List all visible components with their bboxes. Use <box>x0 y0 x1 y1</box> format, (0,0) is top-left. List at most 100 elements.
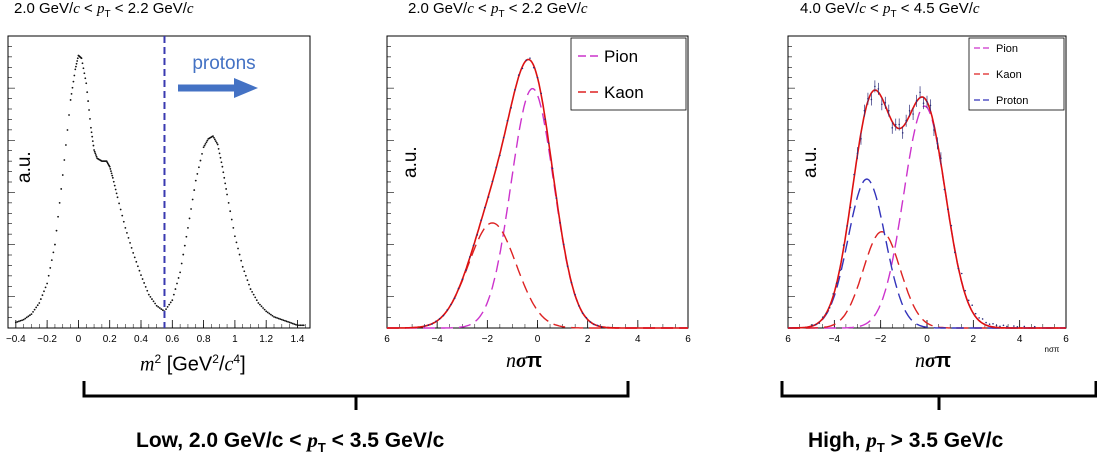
data-point <box>151 298 153 300</box>
data-point <box>194 179 197 182</box>
data-point <box>217 148 220 150</box>
data-point <box>525 59 528 61</box>
data-point <box>119 208 122 211</box>
data-point <box>974 312 977 315</box>
data-point <box>268 312 271 315</box>
data-point <box>246 279 249 282</box>
data-point <box>14 321 17 324</box>
data-point <box>84 77 87 80</box>
data-point <box>255 299 258 302</box>
data-point <box>41 294 44 297</box>
protons-annotation: protons <box>192 53 255 74</box>
panel1-frame <box>7 35 311 329</box>
high-pt-label: High, pT > 3.5 GeV/c <box>808 428 1004 456</box>
data-point <box>24 317 27 320</box>
data-point <box>95 154 97 156</box>
data-point <box>495 166 497 169</box>
data-point <box>950 224 953 227</box>
data-point <box>964 289 967 292</box>
panel2-title: 2.0 GeV/c < pT < 2.2 GeV/c <box>408 0 588 20</box>
data-point <box>251 290 254 293</box>
data-point <box>293 323 296 326</box>
data-point <box>510 106 512 109</box>
data-point <box>971 304 973 307</box>
data-point <box>111 176 114 179</box>
data-point <box>86 91 89 94</box>
data-point <box>55 229 58 232</box>
series-pion-curve <box>387 87 688 329</box>
data-point <box>832 293 834 295</box>
data-point <box>30 313 33 315</box>
data-point <box>152 300 155 303</box>
data-point <box>157 305 160 308</box>
data-point <box>80 57 83 60</box>
data-point <box>116 196 119 199</box>
panel1-xlabel: m2 [GeV2/c4] <box>140 352 246 376</box>
data-point <box>559 222 561 224</box>
data-point <box>589 321 591 323</box>
data-point <box>133 256 136 259</box>
data-point <box>93 149 95 151</box>
data-point <box>82 67 85 70</box>
data-point <box>815 323 817 326</box>
data-point <box>166 305 169 308</box>
data-point <box>269 313 272 316</box>
data-point <box>978 317 980 319</box>
data-point <box>121 214 124 217</box>
data-point <box>461 278 464 281</box>
x-tick-label: 0.8 <box>197 334 211 345</box>
data-point <box>265 310 268 313</box>
data-point <box>57 215 59 218</box>
data-point <box>600 326 603 328</box>
data-point <box>957 267 960 270</box>
x-tick-label: 0 <box>924 334 930 345</box>
data-point <box>90 131 93 134</box>
data-point <box>992 322 994 325</box>
data-point <box>243 270 246 273</box>
data-point <box>29 314 31 317</box>
panel3-title: 4.0 GeV/c < pT < 4.5 GeV/c <box>800 0 980 20</box>
data-point <box>536 76 539 79</box>
series-kaon-curve <box>788 230 1066 329</box>
data-point <box>221 165 224 168</box>
data-point <box>52 251 55 254</box>
data-point <box>58 201 61 204</box>
data-point <box>985 321 987 324</box>
data-point <box>472 244 475 247</box>
data-point <box>499 154 501 157</box>
data-point <box>295 323 297 326</box>
data-point <box>431 323 433 325</box>
data-point <box>960 272 963 275</box>
data-point <box>88 109 90 111</box>
data-point <box>244 274 247 277</box>
data-point <box>136 265 139 268</box>
data-point <box>93 150 96 153</box>
x-tick-label: 6 <box>685 334 691 345</box>
data-point <box>290 322 293 324</box>
data-point <box>180 262 183 265</box>
x-tick-label: 1.4 <box>291 334 305 345</box>
data-point <box>171 299 174 302</box>
data-point <box>87 100 90 102</box>
data-point <box>109 168 112 170</box>
data-point <box>257 302 260 304</box>
data-point <box>201 153 203 155</box>
legend-label-kaon: Kaon <box>996 69 1022 81</box>
data-point <box>227 201 230 204</box>
data-point <box>298 324 300 327</box>
data-point <box>487 196 490 198</box>
data-point <box>95 155 98 158</box>
data-point <box>574 293 576 296</box>
data-point <box>219 156 222 159</box>
data-point <box>849 206 852 209</box>
x-tick-label: 6 <box>785 334 791 345</box>
data-point <box>259 303 261 306</box>
data-point <box>532 66 535 69</box>
data-point <box>570 281 573 284</box>
series-pion-curve <box>788 105 1066 329</box>
data-point <box>54 243 56 246</box>
x-tick-label: 0 <box>76 334 82 345</box>
x-tick-label: −0.2 <box>37 334 57 345</box>
data-point <box>68 114 70 116</box>
